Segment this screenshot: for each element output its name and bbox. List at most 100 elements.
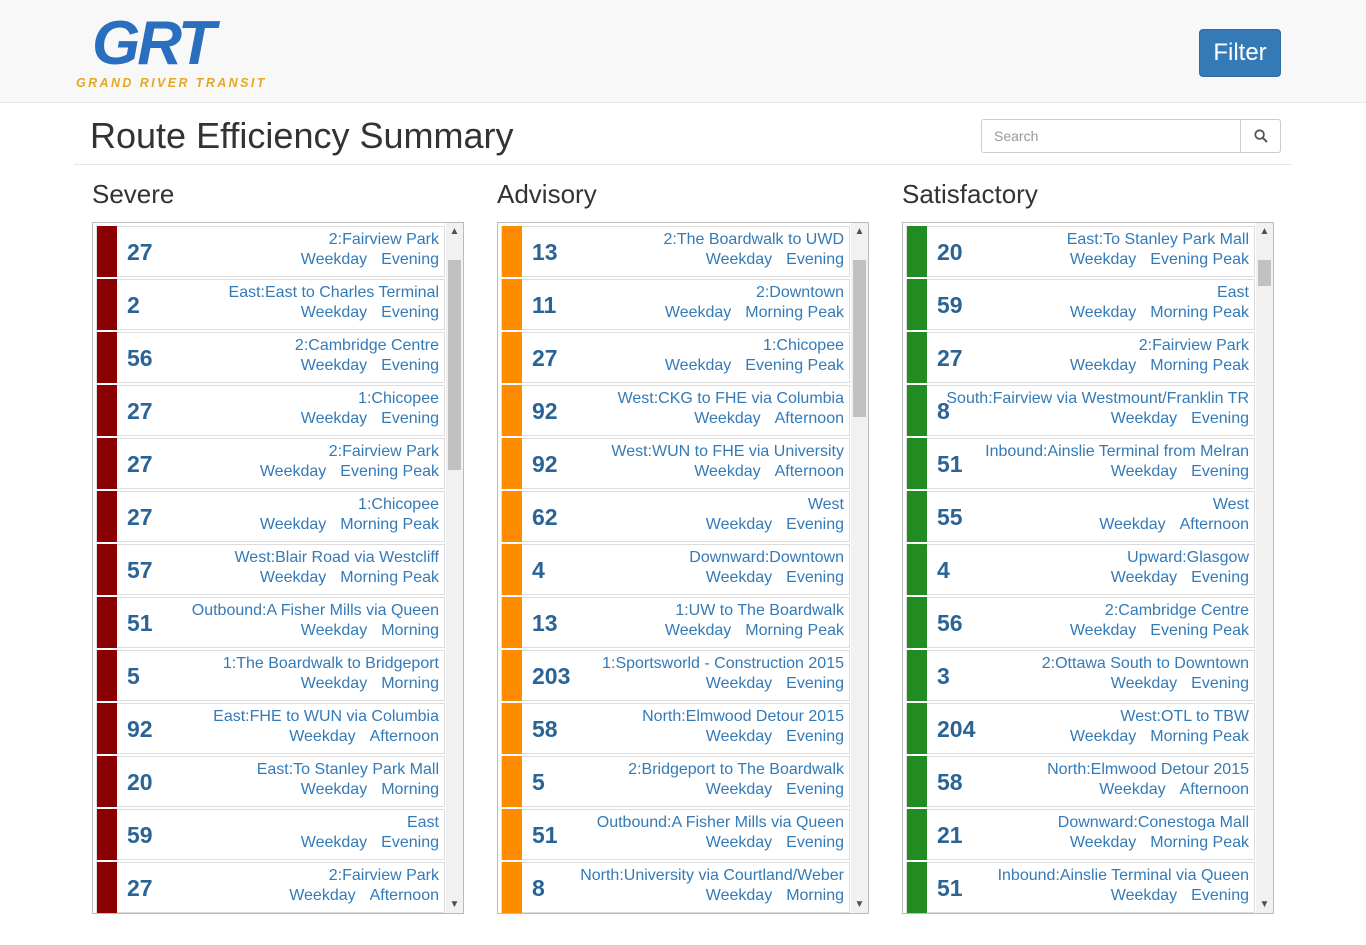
route-direction-name[interactable]: 2:Fairview Park: [328, 867, 439, 884]
time-period[interactable]: Afternoon: [369, 887, 439, 904]
route-direction-name[interactable]: 2:Fairview Park: [328, 231, 439, 248]
day-type[interactable]: Weekday: [289, 728, 356, 745]
day-type[interactable]: Weekday: [705, 569, 773, 586]
route-direction-name[interactable]: 1:Chicopee: [358, 390, 439, 407]
route-list-item[interactable]: 2 East:East to Charles Terminal Weekday Eve…: [96, 279, 445, 330]
route-list-item[interactable]: 51 Outbound:A Fisher Mills via Queen Weekd…: [96, 597, 445, 648]
time-period[interactable]: Evening Peak: [745, 357, 844, 374]
time-period[interactable]: Morning Peak: [745, 304, 844, 321]
route-direction-name[interactable]: 1:The Boardwalk to Bridgeport: [222, 655, 439, 672]
route-list-item[interactable]: 8 South:Fairview via Westmount/Franklin T…: [906, 385, 1255, 436]
day-type[interactable]: Weekday: [1069, 834, 1137, 851]
day-type[interactable]: Weekday: [1069, 622, 1137, 639]
day-type[interactable]: Weekday: [1099, 516, 1166, 533]
route-list-item[interactable]: 27 1:Chicopee Weekday Morning Peak: [96, 491, 445, 542]
route-list-item[interactable]: 51 Inbound:Ainslie Terminal via Queen Week…: [906, 862, 1255, 913]
day-type[interactable]: Weekday: [1110, 569, 1178, 586]
time-period[interactable]: Morning Peak: [340, 516, 439, 533]
day-type[interactable]: Weekday: [664, 304, 732, 321]
route-direction-name[interactable]: West:OTL to TBW: [1120, 708, 1249, 725]
route-list-item[interactable]: 204 West:OTL to TBW Weekday Morning Peak: [906, 703, 1255, 754]
day-type[interactable]: Weekday: [1110, 675, 1178, 692]
route-list-item[interactable]: 59 East Weekday Evening: [96, 809, 445, 860]
day-type[interactable]: Weekday: [289, 887, 356, 904]
route-list-item[interactable]: 92 West:CKG to FHE via Columbia Weekday Aft…: [501, 385, 850, 436]
route-list-item[interactable]: 13 1:UW to The Boardwalk Weekday Morning Pe…: [501, 597, 850, 648]
route-list-item[interactable]: 27 2:Fairview Park Weekday Evening: [96, 226, 445, 277]
scrollbar-thumb[interactable]: [1258, 259, 1271, 286]
route-list-item[interactable]: 5 1:The Boardwalk to Bridgeport Weekday Mor…: [96, 650, 445, 701]
route-list-item[interactable]: 13 2:The Boardwalk to UWD Weekday Evening: [501, 226, 850, 277]
day-type[interactable]: Weekday: [705, 516, 773, 533]
scroll-up-arrow-icon[interactable]: ▲: [854, 226, 865, 237]
route-list-item[interactable]: 51 Outbound:A Fisher Mills via Queen Weekd…: [501, 809, 850, 860]
time-period[interactable]: Morning: [381, 675, 439, 692]
scroll-up-arrow-icon[interactable]: ▲: [1259, 226, 1270, 237]
time-period[interactable]: Evening: [381, 251, 439, 268]
route-list-item[interactable]: 27 2:Fairview Park Weekday Afternoon: [96, 862, 445, 913]
route-direction-name[interactable]: 2:Fairview Park: [328, 443, 439, 460]
time-period[interactable]: Evening: [786, 781, 844, 798]
route-list-item[interactable]: 27 2:Fairview Park Weekday Morning Peak: [906, 332, 1255, 383]
day-type[interactable]: Weekday: [1099, 781, 1166, 798]
route-list-item[interactable]: 20 East:To Stanley Park Mall Weekday Mornin…: [96, 756, 445, 807]
route-direction-name[interactable]: West:WUN to FHE via University: [611, 443, 844, 460]
route-list-item[interactable]: 27 2:Fairview Park Weekday Evening Peak: [96, 438, 445, 489]
time-period[interactable]: Morning Peak: [340, 569, 439, 586]
route-list-item[interactable]: 59 East Weekday Morning Peak: [906, 279, 1255, 330]
day-type[interactable]: Weekday: [300, 410, 368, 427]
route-direction-name[interactable]: Downward:Downtown: [689, 549, 844, 566]
route-direction-name[interactable]: West:Blair Road via Westcliff: [234, 549, 439, 566]
route-list-item[interactable]: 92 West:WUN to FHE via University Weekday A…: [501, 438, 850, 489]
scrollbar[interactable]: ▲ ▼: [851, 223, 868, 913]
scrollbar[interactable]: ▲ ▼: [446, 223, 463, 913]
time-period[interactable]: Evening: [786, 834, 844, 851]
route-direction-name[interactable]: 2:Downtown: [755, 284, 844, 301]
day-type[interactable]: Weekday: [664, 622, 732, 639]
day-type[interactable]: Weekday: [259, 569, 327, 586]
route-list-item[interactable]: 56 2:Cambridge Centre Weekday Evening Peak: [906, 597, 1255, 648]
scrollbar-thumb[interactable]: [448, 259, 461, 470]
route-list-item[interactable]: 21 Downward:Conestoga Mall Weekday Morning …: [906, 809, 1255, 860]
route-list-item[interactable]: 20 East:To Stanley Park Mall Weekday Evenin…: [906, 226, 1255, 277]
route-direction-name[interactable]: East:FHE to WUN via Columbia: [213, 708, 439, 725]
route-direction-name[interactable]: 2:The Boardwalk to UWD: [663, 231, 844, 248]
time-period[interactable]: Evening: [1191, 887, 1249, 904]
day-type[interactable]: Weekday: [705, 887, 773, 904]
day-type[interactable]: Weekday: [259, 463, 327, 480]
search-input[interactable]: [981, 119, 1241, 153]
time-period[interactable]: Evening: [1191, 410, 1249, 427]
time-period[interactable]: Evening Peak: [1150, 622, 1249, 639]
day-type[interactable]: Weekday: [300, 675, 368, 692]
route-list-item[interactable]: 3 2:Ottawa South to Downtown Weekday Evenin…: [906, 650, 1255, 701]
scrollbar[interactable]: ▲ ▼: [1256, 223, 1273, 913]
route-list-item[interactable]: 27 1:Chicopee Weekday Evening: [96, 385, 445, 436]
grt-logo[interactable]: GRT GRAND RIVER TRANSIT: [74, 9, 284, 92]
search-button[interactable]: [1241, 119, 1281, 153]
route-list-item[interactable]: 203 1:Sportsworld - Construction 2015 Week…: [501, 650, 850, 701]
time-period[interactable]: Evening: [381, 357, 439, 374]
route-direction-name[interactable]: 2:Cambridge Centre: [294, 337, 439, 354]
day-type[interactable]: Weekday: [1069, 357, 1137, 374]
route-direction-name[interactable]: East:East to Charles Terminal: [228, 284, 439, 301]
time-period[interactable]: Evening: [786, 728, 844, 745]
route-list-item[interactable]: 56 2:Cambridge Centre Weekday Evening: [96, 332, 445, 383]
day-type[interactable]: Weekday: [705, 781, 773, 798]
time-period[interactable]: Morning Peak: [1150, 834, 1249, 851]
day-type[interactable]: Weekday: [1069, 304, 1137, 321]
route-list-item[interactable]: 92 East:FHE to WUN via Columbia Weekday Aft…: [96, 703, 445, 754]
day-type[interactable]: Weekday: [705, 728, 773, 745]
route-direction-name[interactable]: 2:Bridgeport to The Boardwalk: [628, 761, 844, 778]
day-type[interactable]: Weekday: [664, 357, 732, 374]
route-direction-name[interactable]: 1:Sportsworld - Construction 2015: [602, 655, 844, 672]
route-list-item[interactable]: 57 West:Blair Road via Westcliff Weekday Mo…: [96, 544, 445, 595]
route-direction-name[interactable]: West:CKG to FHE via Columbia: [617, 390, 844, 407]
route-direction-name[interactable]: Upward:Glasgow: [1127, 549, 1249, 566]
route-direction-name[interactable]: East: [1216, 284, 1249, 301]
time-period[interactable]: Evening: [786, 569, 844, 586]
time-period[interactable]: Morning: [786, 887, 844, 904]
route-direction-name[interactable]: 2:Cambridge Centre: [1104, 602, 1249, 619]
route-direction-name[interactable]: East:To Stanley Park Mall: [256, 761, 439, 778]
route-list-item[interactable]: 4 Downward:Downtown Weekday Evening: [501, 544, 850, 595]
day-type[interactable]: Weekday: [705, 834, 773, 851]
